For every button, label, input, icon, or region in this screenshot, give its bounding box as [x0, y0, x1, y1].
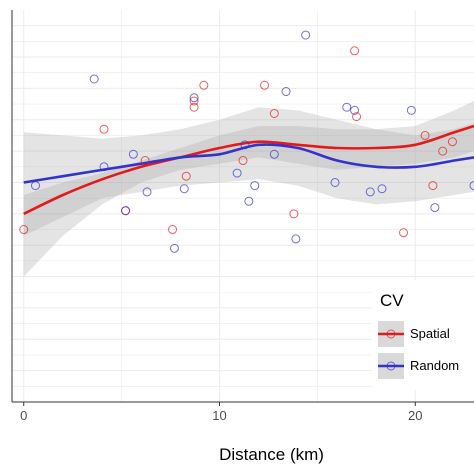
legend-items: Spatial Random [378, 321, 459, 379]
band-spatial [23, 100, 474, 277]
data-points [19, 30, 474, 253]
point-spatial [352, 112, 362, 122]
point-random [128, 149, 138, 159]
point-random [301, 30, 311, 40]
point-random [350, 105, 360, 115]
point-random [406, 105, 416, 115]
point-spatial [168, 225, 178, 235]
legend-title: CV [380, 291, 404, 310]
point-random [269, 149, 279, 159]
point-spatial [181, 171, 191, 181]
point-spatial [420, 130, 430, 140]
point-random [189, 93, 199, 103]
point-spatial [269, 108, 279, 118]
legend-key-point [386, 329, 396, 339]
legend: CV Spatial Random [372, 280, 474, 390]
point-random [179, 184, 189, 194]
point-random [99, 162, 109, 172]
point-spatial [99, 124, 109, 134]
band-random [23, 107, 474, 236]
point-random [291, 234, 301, 244]
point-spatial [199, 80, 209, 90]
point-random [377, 184, 387, 194]
point-random [244, 196, 254, 206]
smooth-line-spatial [23, 124, 474, 215]
point-spatial [140, 156, 150, 166]
legend-key-point [386, 361, 396, 371]
point-random [169, 243, 179, 253]
legend-label: Spatial [410, 326, 450, 341]
point-random [342, 102, 352, 112]
point-spatial [238, 156, 248, 166]
smooth-lines [23, 124, 474, 215]
point-random [430, 203, 440, 213]
x-tick-label: 10 [212, 408, 226, 423]
point-random [121, 206, 131, 216]
point-spatial [260, 80, 270, 90]
point-spatial [189, 96, 199, 106]
confidence-bands [23, 100, 474, 277]
point-spatial [447, 137, 457, 147]
point-random [469, 181, 474, 191]
point-random [232, 168, 242, 178]
point-random [281, 87, 291, 97]
point-random [330, 177, 340, 187]
point-spatial [189, 102, 199, 112]
point-spatial [289, 209, 299, 219]
legend-label: Random [410, 358, 459, 373]
point-spatial [399, 228, 409, 238]
point-random [30, 181, 40, 191]
smooth-line-random [23, 143, 474, 184]
x-tick-labels: 0 10 20 [20, 408, 422, 423]
x-tick-label: 20 [408, 408, 422, 423]
point-random [89, 74, 99, 84]
point-spatial [350, 46, 360, 56]
x-axis-title: Distance (km) [219, 445, 324, 464]
point-random [240, 140, 250, 150]
x-tick-label: 0 [20, 408, 27, 423]
point-spatial [19, 225, 29, 235]
point-random [142, 187, 152, 197]
point-spatial [428, 181, 438, 191]
point-spatial [438, 146, 448, 156]
axes [11, 10, 474, 406]
point-random [250, 181, 260, 191]
point-random [365, 187, 375, 197]
